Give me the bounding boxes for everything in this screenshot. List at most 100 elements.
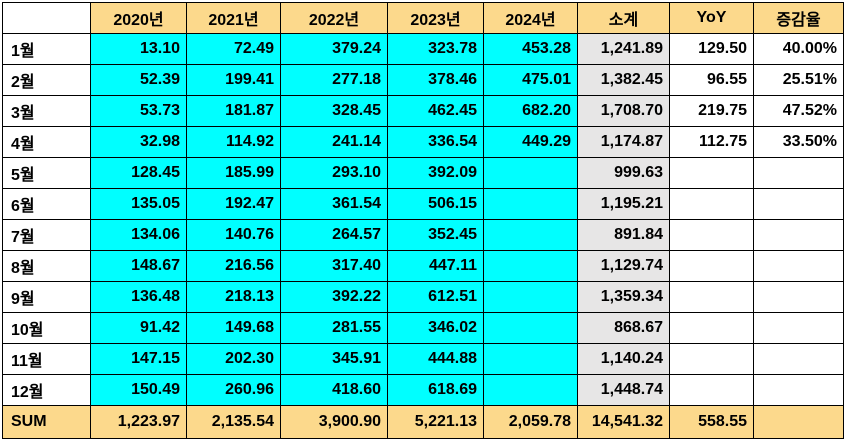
sum-yoy[interactable]: 558.55	[669, 405, 754, 439]
cell-2024[interactable]	[483, 219, 578, 251]
cell-2020[interactable]: 13.10	[90, 33, 187, 65]
cell-2020[interactable]: 136.48	[90, 281, 187, 313]
cell-2020[interactable]: 148.67	[90, 250, 187, 282]
cell-rate[interactable]: 40.00%	[753, 33, 844, 65]
cell-2024[interactable]	[483, 312, 578, 344]
cell-2023[interactable]: 447.11	[387, 250, 484, 282]
cell-2022[interactable]: 345.91	[280, 343, 388, 375]
sum-label[interactable]: SUM	[2, 405, 91, 439]
cell-2020[interactable]: 150.49	[90, 374, 187, 406]
cell-2021[interactable]: 185.99	[186, 157, 281, 189]
cell-rate[interactable]	[753, 188, 844, 220]
cell-rate[interactable]: 25.51%	[753, 64, 844, 96]
cell-2020[interactable]: 91.42	[90, 312, 187, 344]
header-2020[interactable]: 2020년	[90, 2, 187, 34]
month-cell[interactable]: 7월	[2, 219, 91, 251]
sum-subtotal[interactable]: 14,541.32	[577, 405, 670, 439]
month-cell[interactable]: 3월	[2, 95, 91, 127]
cell-subtotal[interactable]: 1,241.89	[577, 33, 670, 65]
cell-subtotal[interactable]: 1,359.34	[577, 281, 670, 313]
header-2023[interactable]: 2023년	[387, 2, 484, 34]
cell-subtotal[interactable]: 1,448.74	[577, 374, 670, 406]
sum-rate[interactable]	[753, 405, 844, 439]
cell-2023[interactable]: 392.09	[387, 157, 484, 189]
cell-rate[interactable]	[753, 281, 844, 313]
cell-rate[interactable]: 47.52%	[753, 95, 844, 127]
cell-2021[interactable]: 114.92	[186, 126, 281, 158]
month-cell[interactable]: 2월	[2, 64, 91, 96]
month-cell[interactable]: 12월	[2, 374, 91, 406]
cell-2020[interactable]: 135.05	[90, 188, 187, 220]
cell-yoy[interactable]	[669, 219, 754, 251]
cell-rate[interactable]	[753, 312, 844, 344]
cell-2021[interactable]: 216.56	[186, 250, 281, 282]
cell-rate[interactable]	[753, 157, 844, 189]
cell-2022[interactable]: 392.22	[280, 281, 388, 313]
cell-2024[interactable]	[483, 250, 578, 282]
cell-subtotal[interactable]: 891.84	[577, 219, 670, 251]
cell-subtotal[interactable]: 1,140.24	[577, 343, 670, 375]
cell-2024[interactable]: 682.20	[483, 95, 578, 127]
cell-2023[interactable]: 323.78	[387, 33, 484, 65]
month-cell[interactable]: 6월	[2, 188, 91, 220]
cell-2024[interactable]: 453.28	[483, 33, 578, 65]
cell-yoy[interactable]	[669, 281, 754, 313]
cell-2021[interactable]: 202.30	[186, 343, 281, 375]
corner-cell[interactable]	[2, 2, 91, 34]
cell-2024[interactable]: 475.01	[483, 64, 578, 96]
cell-2024[interactable]	[483, 157, 578, 189]
month-cell[interactable]: 11월	[2, 343, 91, 375]
cell-2023[interactable]: 444.88	[387, 343, 484, 375]
header-2021[interactable]: 2021년	[186, 2, 281, 34]
cell-rate[interactable]	[753, 219, 844, 251]
month-cell[interactable]: 1월	[2, 33, 91, 65]
cell-2021[interactable]: 218.13	[186, 281, 281, 313]
cell-subtotal[interactable]: 1,129.74	[577, 250, 670, 282]
cell-yoy[interactable]: 129.50	[669, 33, 754, 65]
cell-subtotal[interactable]: 1,382.45	[577, 64, 670, 96]
cell-2022[interactable]: 264.57	[280, 219, 388, 251]
cell-2020[interactable]: 134.06	[90, 219, 187, 251]
cell-2024[interactable]	[483, 188, 578, 220]
cell-yoy[interactable]: 96.55	[669, 64, 754, 96]
cell-yoy[interactable]	[669, 374, 754, 406]
cell-rate[interactable]	[753, 343, 844, 375]
cell-2022[interactable]: 418.60	[280, 374, 388, 406]
cell-2023[interactable]: 462.45	[387, 95, 484, 127]
cell-2022[interactable]: 281.55	[280, 312, 388, 344]
cell-2023[interactable]: 506.15	[387, 188, 484, 220]
cell-subtotal[interactable]: 999.63	[577, 157, 670, 189]
cell-2020[interactable]: 128.45	[90, 157, 187, 189]
cell-subtotal[interactable]: 1,195.21	[577, 188, 670, 220]
cell-2023[interactable]: 352.45	[387, 219, 484, 251]
cell-yoy[interactable]	[669, 250, 754, 282]
month-cell[interactable]: 10월	[2, 312, 91, 344]
cell-rate[interactable]: 33.50%	[753, 126, 844, 158]
cell-subtotal[interactable]: 1,708.70	[577, 95, 670, 127]
cell-2021[interactable]: 72.49	[186, 33, 281, 65]
cell-2022[interactable]: 379.24	[280, 33, 388, 65]
cell-2023[interactable]: 612.51	[387, 281, 484, 313]
header-2024[interactable]: 2024년	[483, 2, 578, 34]
sum-2024[interactable]: 2,059.78	[483, 405, 578, 439]
cell-2024[interactable]	[483, 374, 578, 406]
cell-subtotal[interactable]: 868.67	[577, 312, 670, 344]
header-yoy[interactable]: YoY	[669, 2, 754, 34]
cell-2021[interactable]: 199.41	[186, 64, 281, 96]
cell-2021[interactable]: 140.76	[186, 219, 281, 251]
cell-2022[interactable]: 328.45	[280, 95, 388, 127]
cell-yoy[interactable]: 112.75	[669, 126, 754, 158]
cell-rate[interactable]	[753, 250, 844, 282]
cell-yoy[interactable]	[669, 188, 754, 220]
cell-2024[interactable]: 449.29	[483, 126, 578, 158]
cell-rate[interactable]	[753, 374, 844, 406]
month-cell[interactable]: 8월	[2, 250, 91, 282]
cell-2020[interactable]: 32.98	[90, 126, 187, 158]
cell-subtotal[interactable]: 1,174.87	[577, 126, 670, 158]
header-rate[interactable]: 증감율	[753, 2, 844, 34]
cell-yoy[interactable]	[669, 343, 754, 375]
cell-2022[interactable]: 317.40	[280, 250, 388, 282]
cell-2022[interactable]: 277.18	[280, 64, 388, 96]
cell-2020[interactable]: 52.39	[90, 64, 187, 96]
cell-2020[interactable]: 53.73	[90, 95, 187, 127]
